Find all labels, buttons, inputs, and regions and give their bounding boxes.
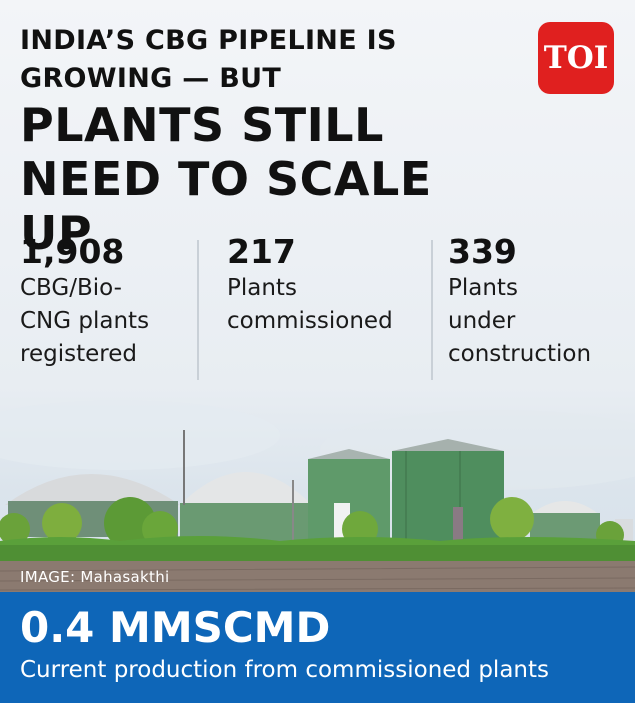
headline: INDIA’S CBG PIPELINE IS GROWING — BUT PL… (20, 22, 520, 260)
stat-value: 217 (227, 232, 296, 271)
biogas-plant-photo (0, 400, 635, 595)
stat-value: 339 (448, 232, 517, 271)
stat-description: Plants commissioned (227, 275, 393, 334)
production-description: Current production from commissioned pla… (20, 657, 549, 683)
headline-line-2: GROWING — BUT (20, 63, 282, 94)
toi-logo: TOI (538, 22, 614, 94)
stat-value: 1,908 (20, 232, 125, 271)
stat-divider (431, 240, 433, 380)
headline-line-4: NEED TO SCALE UP (20, 152, 432, 260)
production-banner: 0.4 MMSCMD Current production from commi… (0, 592, 635, 703)
stat-under-construction: 339 Plants under construction (448, 232, 591, 371)
production-value: 0.4 MMSCMD (20, 603, 331, 652)
stat-description: Plants under construction (448, 275, 592, 367)
stat-registered: 1,908 CBG/Bio- CNG plants registered (20, 232, 149, 371)
stats-row: 1,908 CBG/Bio- CNG plants registered 217… (0, 232, 635, 382)
headline-line-3: PLANTS STILL (20, 98, 384, 152)
headline-line-1: INDIA’S CBG PIPELINE IS (20, 25, 397, 56)
stat-commissioned: 217 Plants commissioned (227, 232, 393, 338)
stat-divider (197, 240, 199, 380)
stat-description: CBG/Bio- CNG plants registered (20, 275, 150, 367)
image-caption: IMAGE: Mahasakthi (20, 568, 170, 586)
